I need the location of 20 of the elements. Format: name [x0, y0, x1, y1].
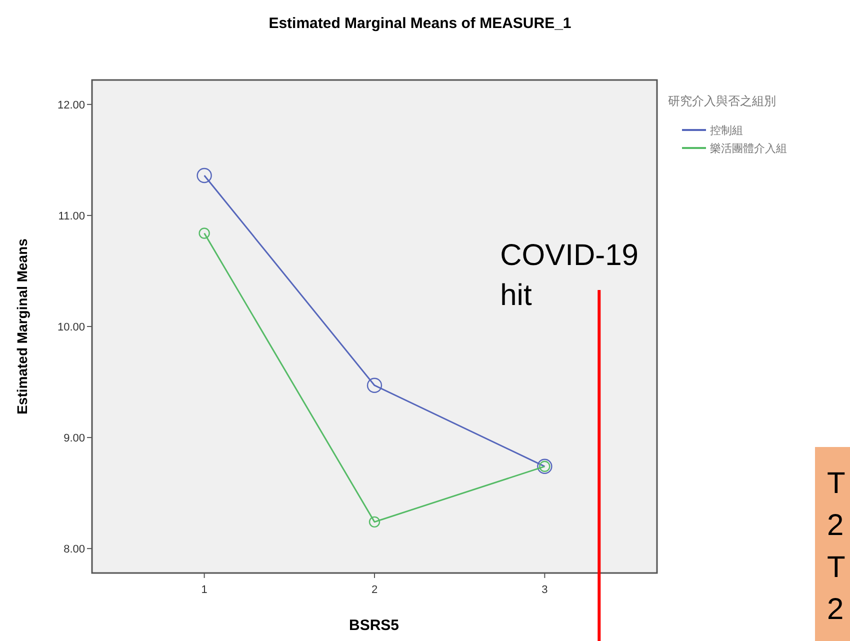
- x-tick-label: 3: [542, 584, 548, 596]
- chart-title: Estimated Marginal Means of MEASURE_1: [268, 15, 572, 32]
- y-tick-label: 11.00: [58, 210, 85, 222]
- point: [196, 168, 212, 184]
- legend-title: 研究介入與否之組別: [668, 94, 776, 108]
- y-tick-label: 8.00: [64, 543, 85, 556]
- point: [366, 378, 382, 393]
- legend-label: 控制組: [710, 124, 743, 137]
- y-tick-label: 9.00: [64, 432, 85, 444]
- text: T 2 T 2: [827, 467, 846, 626]
- x-axis-title: BSRS5: [348, 617, 400, 634]
- point: [368, 516, 380, 528]
- legend-label: 樂活團體介入組: [710, 142, 787, 155]
- point: [198, 228, 210, 239]
- y-tick-label: 10.00: [57, 321, 85, 334]
- y-tick-label: 12.00: [57, 99, 85, 112]
- x-tick-label: 2: [371, 584, 378, 596]
- y-axis-title: Estimated Marginal Means: [14, 238, 30, 414]
- ref-line-label: COVID-19 hit: [500, 239, 639, 312]
- x-tick-label: 1: [201, 584, 208, 596]
